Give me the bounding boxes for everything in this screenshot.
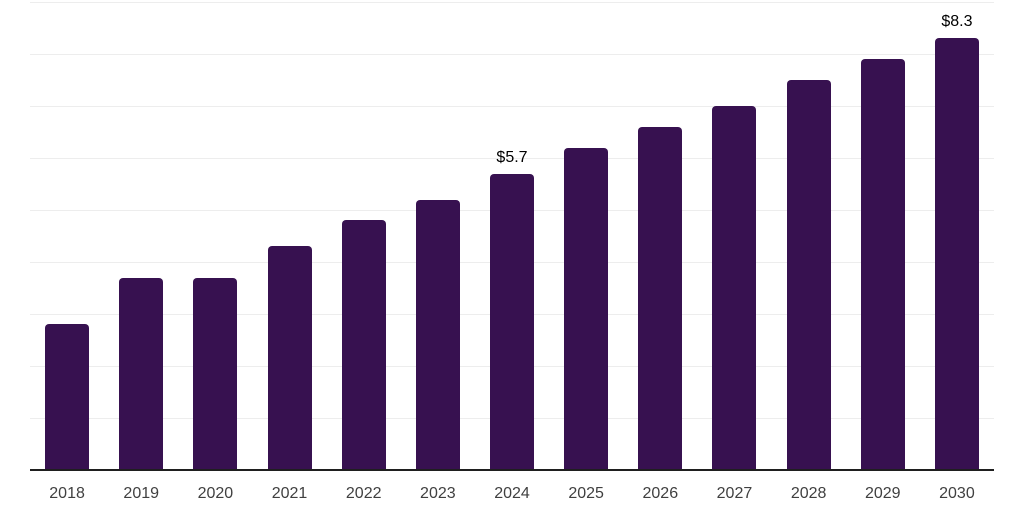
x-tick-label-2018: 2018: [49, 485, 85, 502]
bar-2021: [267, 246, 312, 470]
x-tick-label-2029: 2029: [864, 485, 901, 502]
x-tick-label-2030: 2030: [939, 485, 975, 502]
x-tick-label-2023: 2023: [420, 485, 456, 502]
x-tick-label-2028: 2028: [790, 485, 827, 502]
bar-2028: [786, 80, 831, 470]
x-tick-label-2022: 2022: [345, 485, 382, 502]
data-label-2030: $8.3: [941, 13, 973, 31]
x-axis-line: [30, 469, 994, 471]
bar-2025: [564, 147, 609, 470]
x-tick-label-2020: 2020: [197, 485, 234, 502]
bar-2027: [712, 106, 757, 470]
bar-2030: [934, 38, 979, 470]
x-tick-label-2024: 2024: [494, 485, 530, 502]
bar-2023: [415, 199, 460, 470]
gridline: [30, 106, 994, 107]
bar-2020: [193, 277, 238, 470]
bar-2024: [490, 173, 534, 470]
x-tick-label-2026: 2026: [642, 485, 679, 502]
bar-2026: [638, 126, 683, 470]
bar-2019: [119, 277, 164, 470]
gridline: [30, 54, 994, 55]
bar-2029: [860, 59, 905, 470]
gridline: [30, 158, 994, 159]
x-tick-label-2027: 2027: [716, 485, 753, 502]
x-tick-label-2025: 2025: [568, 485, 604, 502]
bar-2018: [45, 324, 90, 470]
x-tick-label-2019: 2019: [123, 485, 160, 502]
x-tick-label-2021: 2021: [271, 485, 308, 502]
bar-2022: [341, 220, 386, 470]
gridline: [30, 2, 994, 3]
data-label-2024: $5.7: [496, 148, 528, 166]
